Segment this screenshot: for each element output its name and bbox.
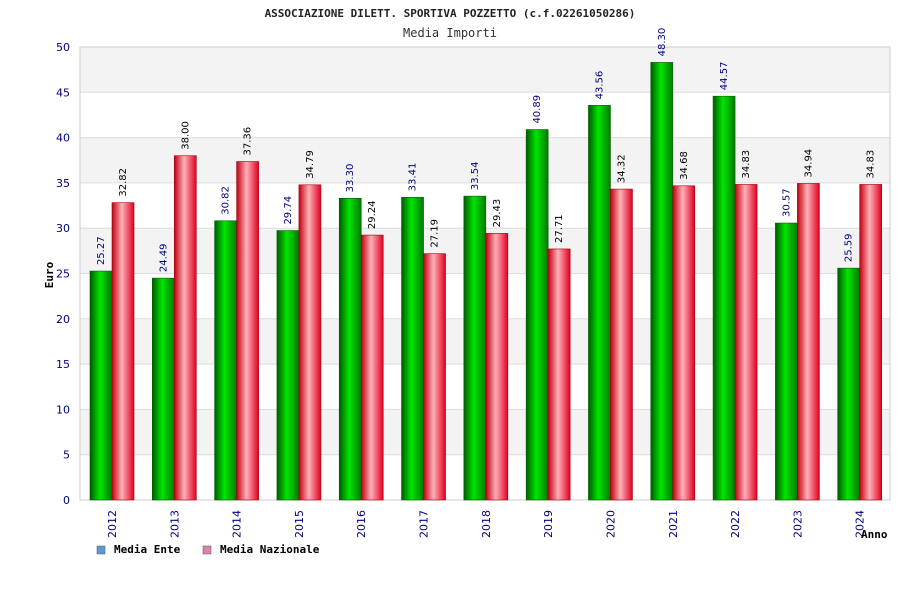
data-label-media-ente: 33.30	[345, 164, 356, 193]
bars: 25.27 24.49 30.82 29.74 33.30 33.41 33.54 40.89…	[89, 28, 882, 501]
bar-media-ente-2024	[837, 267, 860, 501]
data-label-media-ente: 30.82	[221, 186, 232, 215]
data-label-media-ente: 33.54	[470, 161, 481, 190]
data-label-media-nazionale: 29.24	[367, 200, 378, 229]
data-label-media-ente: 29.74	[283, 196, 294, 225]
x-tick-label: 2013	[168, 510, 181, 538]
bar-media-nazionale-2016	[360, 234, 384, 501]
bar-media-nazionale-2017	[423, 253, 446, 501]
data-label-media-ente: 40.89	[532, 95, 543, 124]
data-label-media-nazionale: 34.94	[803, 149, 814, 178]
data-label-media-ente: 43.56	[594, 71, 605, 100]
grid-band	[80, 137, 890, 183]
data-label-media-ente: 33.41	[408, 163, 419, 192]
y-tick-label: 35	[56, 177, 70, 190]
y-tick-label: 5	[63, 449, 70, 462]
legend-swatch-media-nazionale	[202, 545, 212, 555]
y-axis-ticks: 0 5 10 15 20 25 30 35 40 45 50	[56, 41, 70, 507]
data-label-media-ente: 48.30	[657, 28, 668, 57]
bar-media-ente-2013	[152, 277, 175, 501]
bar-media-nazionale-2023	[797, 183, 820, 501]
data-label-media-ente: 25.27	[96, 236, 107, 265]
bar-media-nazionale-2018	[485, 233, 509, 501]
y-tick-label: 45	[56, 86, 70, 99]
data-label-media-ente: 24.49	[158, 243, 169, 272]
bar-media-nazionale-2020	[610, 188, 633, 501]
bar-media-ente-2019	[525, 129, 549, 501]
data-label-media-nazionale: 29.43	[492, 199, 503, 228]
x-tick-label: 2015	[293, 510, 306, 538]
bar-media-ente-2023	[775, 222, 798, 501]
legend-swatch-media-ente	[96, 545, 106, 555]
data-label-media-nazionale: 27.71	[554, 214, 565, 243]
chart-subtitle: Media Importi	[403, 26, 497, 40]
y-tick-label: 40	[56, 132, 70, 145]
data-label-media-nazionale: 34.83	[866, 150, 877, 179]
bar-media-ente-2012	[89, 270, 113, 501]
bar-media-ente-2017	[401, 197, 424, 501]
bar-media-ente-2022	[712, 95, 736, 501]
data-label-media-ente: 30.57	[781, 188, 792, 217]
y-tick-label: 20	[56, 313, 70, 326]
x-tick-label: 2014	[231, 510, 244, 538]
y-tick-label: 15	[56, 358, 70, 371]
x-axis-label: Anno	[861, 528, 888, 541]
y-tick-label: 25	[56, 268, 70, 281]
x-tick-label: 2016	[355, 510, 368, 538]
bar-media-nazionale-2019	[547, 248, 571, 501]
x-tick-label: 2018	[480, 510, 493, 538]
x-tick-label: 2024	[854, 510, 867, 538]
y-tick-label: 50	[56, 41, 70, 54]
data-label-media-nazionale: 34.83	[741, 150, 752, 179]
data-label-media-nazionale: 37.36	[243, 127, 254, 156]
bar-media-ente-2015	[276, 230, 300, 501]
grid-band	[80, 47, 890, 93]
bar-media-nazionale-2021	[672, 185, 696, 501]
legend-item-media-nazionale: Media Nazionale	[202, 543, 320, 556]
x-tick-label: 2019	[542, 510, 555, 538]
bar-media-ente-2021	[650, 62, 674, 501]
x-tick-label: 2021	[667, 510, 680, 538]
bar-media-ente-2016	[338, 198, 362, 501]
x-tick-label: 2023	[791, 510, 804, 538]
bar-media-nazionale-2012	[111, 202, 135, 501]
x-tick-label: 2012	[106, 510, 119, 538]
x-tick-label: 2017	[418, 510, 431, 538]
data-label-media-nazionale: 27.19	[430, 219, 441, 248]
data-label-media-nazionale: 32.82	[118, 168, 129, 197]
bar-media-nazionale-2022	[734, 184, 758, 501]
legend-label-media-ente: Media Ente	[114, 543, 181, 556]
data-label-media-ente: 44.57	[719, 62, 730, 91]
y-tick-label: 10	[56, 403, 70, 416]
bar-media-nazionale-2014	[236, 161, 259, 501]
legend-item-media-ente: Media Ente	[96, 543, 181, 556]
chart-title: ASSOCIAZIONE DILETT. SPORTIVA POZZETTO (…	[265, 7, 636, 20]
bar-media-nazionale-2013	[174, 155, 197, 501]
x-axis-ticks: 2012 2013 2014 2015 2016 2017 2018 2019 2020 2021…	[106, 510, 867, 538]
legend-label-media-nazionale: Media Nazionale	[220, 543, 320, 556]
x-tick-label: 2022	[729, 510, 742, 538]
y-tick-label: 0	[63, 494, 70, 507]
bar-media-ente-2014	[214, 220, 237, 501]
y-tick-label: 30	[56, 222, 70, 235]
bar-media-nazionale-2024	[859, 184, 882, 501]
legend: Media Ente Media Nazionale	[96, 543, 320, 556]
data-label-media-nazionale: 34.32	[616, 154, 627, 183]
y-axis-label: Euro	[43, 261, 56, 288]
bar-media-ente-2018	[463, 195, 487, 501]
data-label-media-nazionale: 38.00	[180, 121, 191, 150]
data-label-media-nazionale: 34.68	[679, 151, 690, 180]
bar-media-nazionale-2015	[298, 184, 322, 501]
data-label-media-nazionale: 34.79	[305, 150, 316, 179]
bar-media-ente-2020	[588, 105, 611, 501]
data-label-media-ente: 25.59	[844, 234, 855, 263]
x-tick-label: 2020	[604, 510, 617, 538]
